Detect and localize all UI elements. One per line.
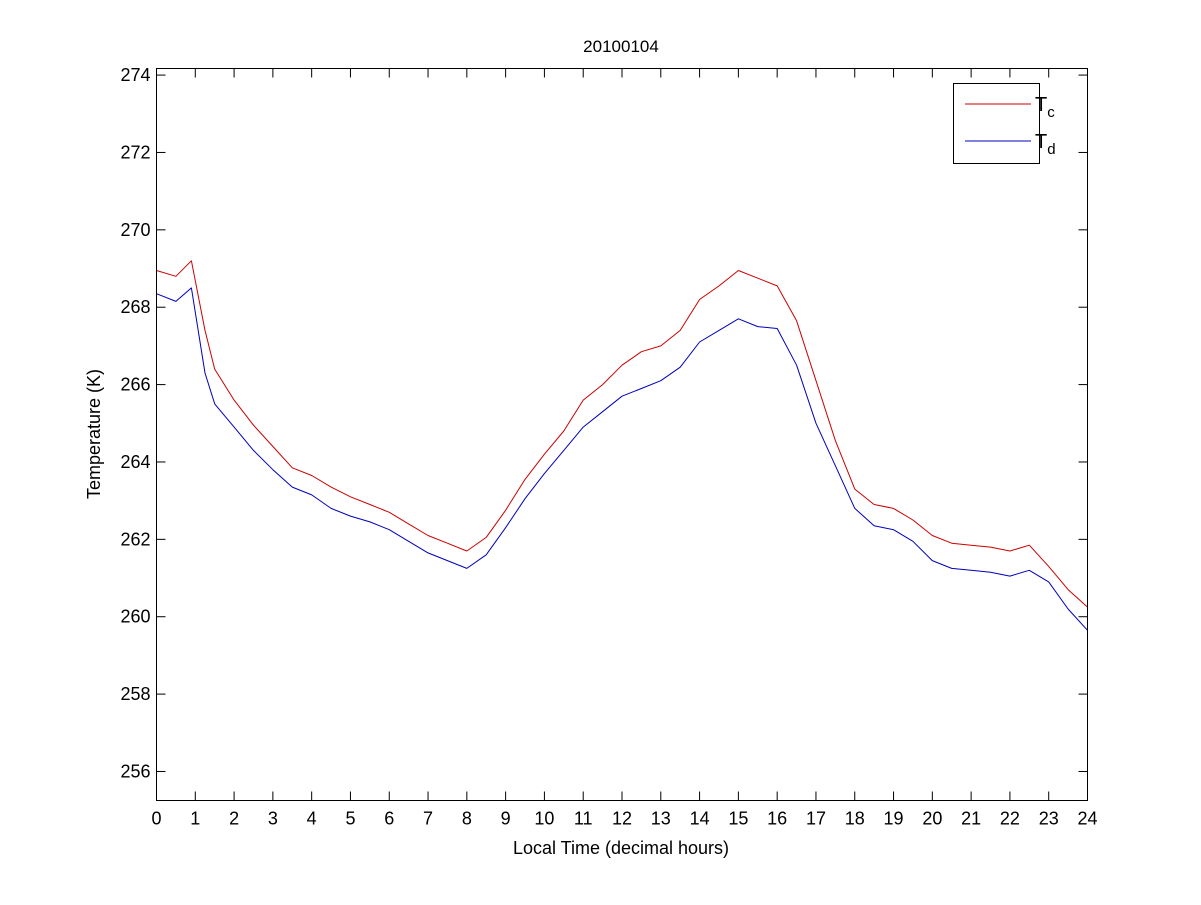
y-tick-label: 274 xyxy=(120,65,150,85)
x-tick-label: 14 xyxy=(690,809,710,829)
x-tick-label: 2 xyxy=(229,809,239,829)
legend-label: Td xyxy=(1035,131,1056,158)
y-tick-label: 258 xyxy=(120,684,150,704)
legend-label-subscript: d xyxy=(1047,141,1055,158)
x-tick-label: 3 xyxy=(268,809,278,829)
x-tick-label: 13 xyxy=(651,809,671,829)
x-tick-label: 11 xyxy=(574,809,593,829)
y-axis-label: Temperature (K) xyxy=(84,369,104,499)
x-tick-label: 16 xyxy=(767,809,787,829)
series-line-Tc xyxy=(156,260,1088,608)
y-tick-label: 256 xyxy=(120,761,150,781)
x-tick-label: 12 xyxy=(612,809,632,829)
series-line-Td xyxy=(156,287,1088,631)
x-tick-label: 7 xyxy=(423,809,433,829)
legend-label: Tc xyxy=(1035,94,1055,121)
y-tick-label: 264 xyxy=(120,452,150,472)
y-tick-label: 272 xyxy=(120,142,150,162)
y-tick-label: 268 xyxy=(120,297,150,317)
x-tick-label: 0 xyxy=(151,809,161,829)
x-tick-label: 20 xyxy=(922,809,942,829)
plot-area-frame xyxy=(156,68,1088,801)
x-axis-label: Local Time (decimal hours) xyxy=(513,838,729,858)
series-lines xyxy=(156,260,1088,631)
legend-label-main: T xyxy=(1035,131,1047,153)
x-tick-label: 22 xyxy=(1000,809,1020,829)
x-tick-label: 23 xyxy=(1039,809,1059,829)
chart-title: 20100104 xyxy=(583,37,659,56)
x-tick-label: 24 xyxy=(1077,809,1097,829)
legend-box xyxy=(953,83,1040,164)
x-tick-label: 8 xyxy=(462,809,472,829)
x-tick-label: 9 xyxy=(501,809,511,829)
x-tick-label: 15 xyxy=(728,809,748,829)
x-tick-label: 21 xyxy=(961,809,981,829)
x-tick-label: 10 xyxy=(534,809,554,829)
x-tick-label: 17 xyxy=(806,809,826,829)
axis-ticks: 0 1 2 3 4 5 6 7 8 9 10 11 12 13 14 15 16 17 18 19 20 21 22 23 24… xyxy=(120,65,1097,828)
x-tick-label: 4 xyxy=(307,809,317,829)
x-tick-label: 6 xyxy=(384,809,394,829)
legend-label-subscript: c xyxy=(1047,104,1055,121)
x-tick-label: 5 xyxy=(345,809,355,829)
y-tick-label: 260 xyxy=(120,607,150,627)
y-tick-label: 266 xyxy=(120,375,150,395)
x-tick-label: 19 xyxy=(884,809,904,829)
x-tick-label: 18 xyxy=(845,809,865,829)
y-tick-label: 270 xyxy=(120,220,150,240)
legend-label-main: T xyxy=(1035,94,1047,116)
y-tick-label: 262 xyxy=(120,529,150,549)
x-tick-label: 1 xyxy=(190,809,200,829)
